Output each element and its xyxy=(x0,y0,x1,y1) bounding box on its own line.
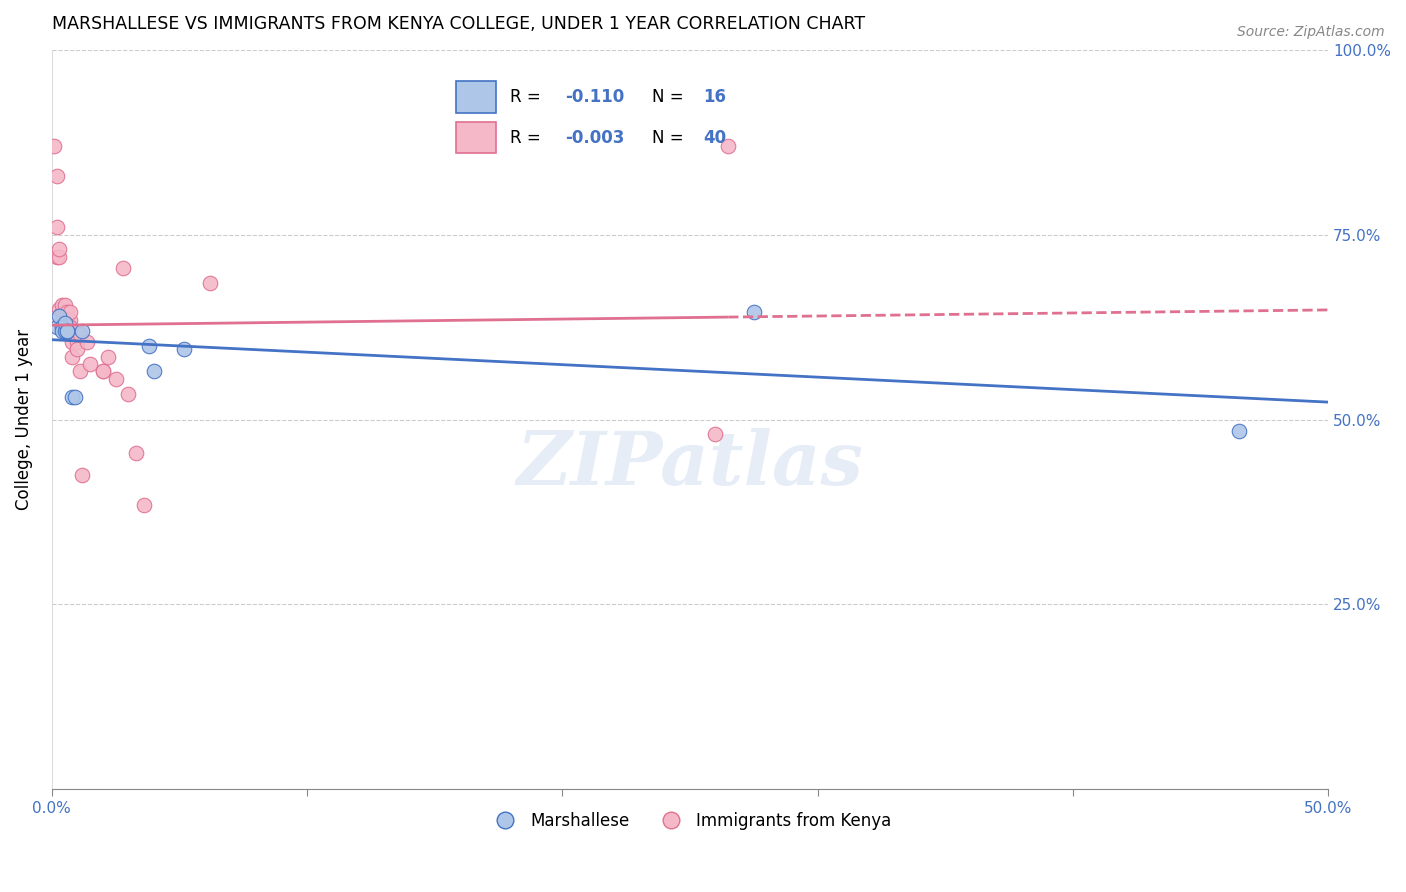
Point xyxy=(66,334,89,349)
Point xyxy=(76,334,98,349)
Point xyxy=(72,467,94,482)
Point xyxy=(48,301,70,316)
Point xyxy=(97,350,120,364)
Point xyxy=(79,357,101,371)
Point xyxy=(59,312,82,326)
Point xyxy=(56,312,79,326)
Legend: Marshallese, Immigrants from Kenya: Marshallese, Immigrants from Kenya xyxy=(482,805,898,837)
Point xyxy=(69,364,91,378)
Point xyxy=(104,372,127,386)
Point xyxy=(51,320,73,334)
Point xyxy=(56,324,79,338)
Point xyxy=(48,243,70,257)
Point xyxy=(704,427,727,442)
Point xyxy=(48,250,70,264)
Point xyxy=(44,139,66,153)
Point xyxy=(56,305,79,319)
Point xyxy=(91,364,114,378)
Point xyxy=(91,364,114,378)
Point xyxy=(48,309,70,323)
Point xyxy=(63,390,86,404)
Point xyxy=(51,298,73,312)
Point xyxy=(138,338,160,352)
Point xyxy=(56,324,79,338)
Point xyxy=(56,320,79,334)
Point xyxy=(60,390,83,404)
Point xyxy=(1227,424,1250,438)
Text: Source: ZipAtlas.com: Source: ZipAtlas.com xyxy=(1237,25,1385,39)
Point xyxy=(45,169,67,183)
Point xyxy=(45,320,67,334)
Point xyxy=(53,324,76,338)
Point xyxy=(125,446,148,460)
Point xyxy=(66,343,89,357)
Point xyxy=(53,317,76,331)
Point xyxy=(51,324,73,338)
Point xyxy=(198,276,221,290)
Point xyxy=(53,298,76,312)
Point xyxy=(51,305,73,319)
Text: ZIPatlas: ZIPatlas xyxy=(516,427,863,500)
Point xyxy=(142,364,165,378)
Point xyxy=(45,220,67,235)
Point xyxy=(53,320,76,334)
Point xyxy=(51,312,73,326)
Point xyxy=(742,305,765,319)
Point xyxy=(53,305,76,319)
Point xyxy=(59,320,82,334)
Point xyxy=(60,334,83,349)
Text: MARSHALLESE VS IMMIGRANTS FROM KENYA COLLEGE, UNDER 1 YEAR CORRELATION CHART: MARSHALLESE VS IMMIGRANTS FROM KENYA COL… xyxy=(52,15,865,33)
Point xyxy=(69,327,91,342)
Point xyxy=(173,343,195,357)
Y-axis label: College, Under 1 year: College, Under 1 year xyxy=(15,329,32,510)
Point xyxy=(132,498,155,512)
Point xyxy=(717,139,740,153)
Point xyxy=(117,386,139,401)
Point xyxy=(72,324,94,338)
Point xyxy=(60,350,83,364)
Point xyxy=(59,305,82,319)
Point xyxy=(51,312,73,326)
Point xyxy=(112,260,135,275)
Point xyxy=(45,250,67,264)
